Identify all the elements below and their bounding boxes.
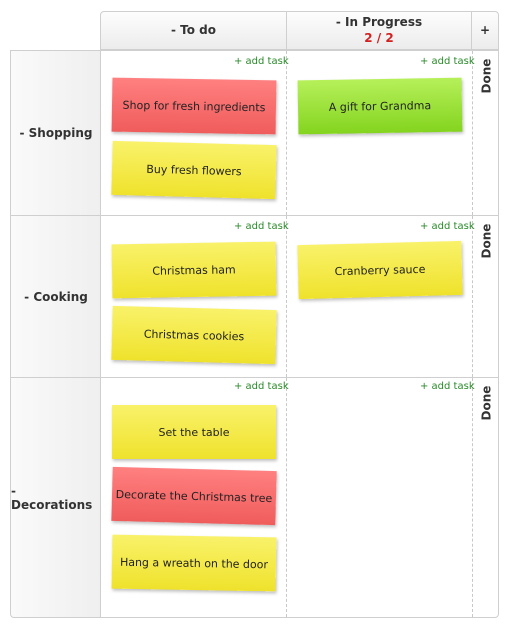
lane-label-shopping[interactable]: - Shopping	[10, 50, 101, 216]
lane-label-cooking[interactable]: - Cooking	[10, 215, 101, 378]
task-card-text: Hang a wreath on the door	[119, 555, 269, 571]
column-divider	[472, 378, 473, 617]
task-card-text: Shop for fresh ingredients	[122, 98, 266, 114]
column-divider	[286, 216, 287, 377]
task-card-text: Christmas ham	[152, 262, 236, 278]
done-label: Done	[479, 58, 494, 94]
done-column[interactable]: Done	[473, 378, 499, 428]
lane-title: - Decorations	[11, 483, 93, 512]
column-title-todo: - To do	[170, 23, 216, 37]
lane-title: - Shopping	[19, 126, 93, 140]
task-card[interactable]: Buy fresh flowers	[111, 140, 277, 200]
task-card-text: Cranberry sauce	[334, 262, 426, 278]
task-card[interactable]: Shop for fresh ingredients	[111, 77, 277, 135]
lane-shopping: Done + add task + add task Shop for fres…	[100, 50, 499, 216]
column-divider	[286, 51, 287, 215]
task-card-text: Buy fresh flowers	[146, 162, 242, 178]
task-card[interactable]: Christmas ham	[111, 241, 277, 299]
column-divider	[472, 51, 473, 215]
column-title-in-progress: - In Progress	[335, 15, 423, 29]
column-divider	[472, 216, 473, 377]
task-card-text: Set the table	[158, 425, 230, 439]
column-divider	[286, 378, 287, 617]
done-label: Done	[479, 385, 494, 421]
task-card[interactable]: Decorate the Christmas tree	[111, 466, 277, 526]
lane-decorations: Done + add task + add task Set the table…	[100, 377, 499, 618]
add-task-link-in-progress[interactable]: + add task	[420, 221, 475, 232]
task-card-text: Christmas cookies	[143, 327, 245, 343]
add-column-button[interactable]: +	[471, 11, 499, 50]
add-task-link-todo[interactable]: + add task	[234, 221, 289, 232]
column-header-todo[interactable]: - To do	[100, 11, 287, 50]
column-header-in-progress[interactable]: - In Progress 2 / 2	[286, 11, 472, 50]
task-card[interactable]: Christmas cookies	[111, 305, 277, 365]
done-column[interactable]: Done	[473, 51, 499, 101]
task-card-text: A gift for Grandma	[328, 98, 432, 114]
add-task-link-in-progress[interactable]: + add task	[420, 381, 475, 392]
task-card-text: Decorate the Christmas tree	[115, 487, 273, 505]
done-label: Done	[479, 223, 494, 259]
task-card[interactable]: Set the table	[112, 405, 276, 459]
add-task-link-todo[interactable]: + add task	[234, 381, 289, 392]
task-card[interactable]: Cranberry sauce	[297, 240, 463, 300]
wip-limit-counter: 2 / 2	[364, 31, 394, 45]
task-card[interactable]: Hang a wreath on the door	[111, 534, 277, 592]
lane-title: - Cooking	[24, 289, 88, 304]
task-card[interactable]: A gift for Grandma	[297, 77, 463, 135]
lane-label-decorations[interactable]: - Decorations	[10, 377, 101, 618]
add-task-link-todo[interactable]: + add task	[234, 56, 289, 67]
done-column[interactable]: Done	[473, 216, 499, 266]
add-task-link-in-progress[interactable]: + add task	[420, 56, 475, 67]
lane-cooking: Done + add task + add task Christmas ham…	[100, 215, 499, 378]
